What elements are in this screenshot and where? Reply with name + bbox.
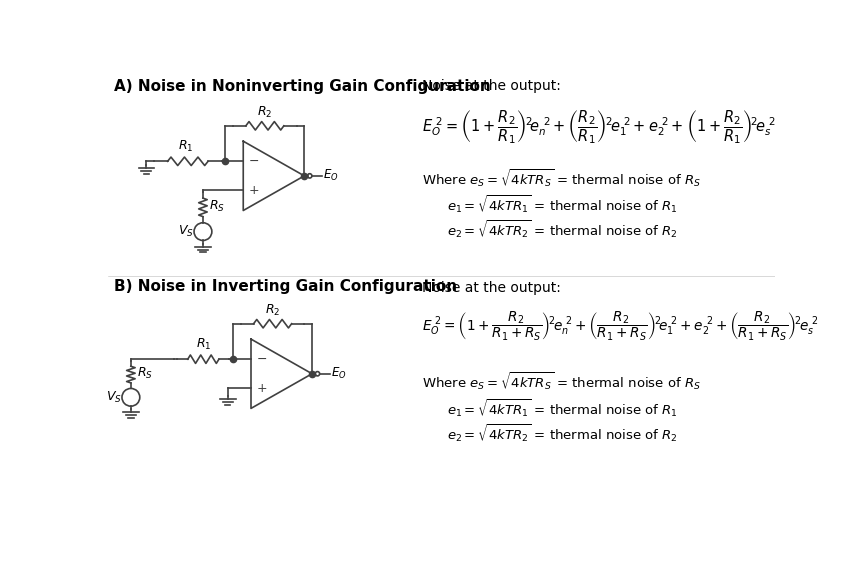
Text: $e_2 = \sqrt{4kTR_2}$ = thermal noise of $R_2$: $e_2 = \sqrt{4kTR_2}$ = thermal noise of… xyxy=(447,423,678,445)
Text: $R_1$: $R_1$ xyxy=(195,337,211,352)
Text: B) Noise in Inverting Gain Configuration: B) Noise in Inverting Gain Configuration xyxy=(114,279,457,294)
Text: A) Noise in Noninverting Gain Configuration: A) Noise in Noninverting Gain Configurat… xyxy=(114,79,491,94)
Text: +: + xyxy=(257,382,267,395)
Text: −: − xyxy=(249,155,259,168)
Text: $e_1 = \sqrt{4kTR_1}$ = thermal noise of $R_1$: $e_1 = \sqrt{4kTR_1}$ = thermal noise of… xyxy=(447,398,678,420)
Text: $V_S$: $V_S$ xyxy=(178,224,194,239)
Text: $V_S$: $V_S$ xyxy=(106,390,121,405)
Text: Where $e_S = \sqrt{4kTR_S}$ = thermal noise of $R_S$: Where $e_S = \sqrt{4kTR_S}$ = thermal no… xyxy=(422,168,700,190)
Text: $R_S$: $R_S$ xyxy=(137,367,153,382)
Text: Noise at the output:: Noise at the output: xyxy=(422,79,561,93)
Text: $R_1$: $R_1$ xyxy=(178,139,194,154)
Text: −: − xyxy=(257,353,267,366)
Text: $E_O^{\ 2} = \left(1 + \dfrac{R_2}{R_1 + R_S}\right)^{\!2}\! e_n^{\ 2} + \left(\: $E_O^{\ 2} = \left(1 + \dfrac{R_2}{R_1 +… xyxy=(422,310,818,343)
Text: $e_1 = \sqrt{4kTR_1}$ = thermal noise of $R_1$: $e_1 = \sqrt{4kTR_1}$ = thermal noise of… xyxy=(447,194,678,216)
Text: $e_2 = \sqrt{4kTR_2}$ = thermal noise of $R_2$: $e_2 = \sqrt{4kTR_2}$ = thermal noise of… xyxy=(447,219,678,241)
Text: Where $e_S = \sqrt{4kTR_S}$ = thermal noise of $R_S$: Where $e_S = \sqrt{4kTR_S}$ = thermal no… xyxy=(422,371,700,393)
Text: $E_O$: $E_O$ xyxy=(323,168,338,183)
Text: $R_2$: $R_2$ xyxy=(265,302,280,317)
Text: +: + xyxy=(249,184,259,197)
Text: $R_2$: $R_2$ xyxy=(257,104,272,119)
Text: $R_S$: $R_S$ xyxy=(209,199,225,214)
Text: Noise at the output:: Noise at the output: xyxy=(422,281,561,295)
Text: $E_O^{\ 2} = \left(1 + \dfrac{R_2}{R_1}\right)^{\!2}\! e_n^{\ 2} + \left(\dfrac{: $E_O^{\ 2} = \left(1 + \dfrac{R_2}{R_1}\… xyxy=(422,108,775,146)
Text: $E_O$: $E_O$ xyxy=(331,366,346,381)
